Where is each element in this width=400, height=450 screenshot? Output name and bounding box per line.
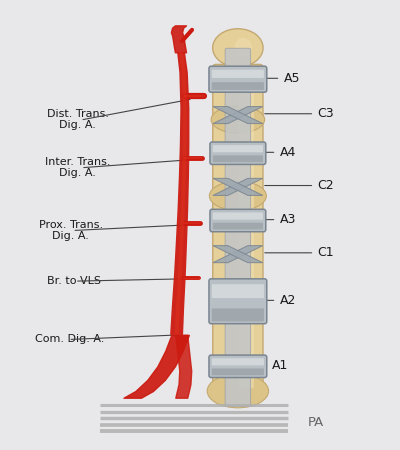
Text: Inter. Trans.
Dig. A.: Inter. Trans. Dig. A. — [44, 157, 110, 178]
Text: A3: A3 — [280, 213, 296, 226]
Text: A4: A4 — [280, 146, 296, 159]
Ellipse shape — [207, 374, 268, 408]
Ellipse shape — [211, 106, 265, 133]
Polygon shape — [213, 246, 263, 263]
FancyBboxPatch shape — [225, 48, 251, 406]
Polygon shape — [213, 178, 263, 195]
FancyBboxPatch shape — [212, 369, 264, 375]
Text: C3: C3 — [318, 107, 334, 120]
Text: Dist. Trans.
Dig. A.: Dist. Trans. Dig. A. — [46, 109, 108, 130]
Text: C2: C2 — [318, 179, 334, 192]
FancyBboxPatch shape — [210, 142, 266, 164]
FancyBboxPatch shape — [210, 209, 266, 232]
Polygon shape — [213, 107, 263, 124]
FancyBboxPatch shape — [209, 355, 267, 378]
FancyBboxPatch shape — [212, 358, 264, 365]
FancyBboxPatch shape — [212, 308, 264, 321]
FancyBboxPatch shape — [212, 82, 264, 90]
Text: C1: C1 — [318, 246, 334, 259]
FancyBboxPatch shape — [213, 64, 263, 399]
FancyBboxPatch shape — [212, 284, 264, 298]
Text: Br. to VLS: Br. to VLS — [46, 276, 100, 286]
Polygon shape — [213, 246, 263, 263]
Ellipse shape — [234, 38, 252, 58]
FancyBboxPatch shape — [213, 223, 263, 230]
FancyBboxPatch shape — [213, 212, 263, 220]
Polygon shape — [174, 52, 187, 335]
FancyBboxPatch shape — [238, 80, 254, 388]
Text: Com. Dig. A.: Com. Dig. A. — [34, 334, 104, 344]
FancyBboxPatch shape — [213, 155, 263, 162]
Ellipse shape — [209, 181, 266, 211]
FancyBboxPatch shape — [212, 70, 264, 78]
Text: PA: PA — [308, 416, 324, 429]
Text: Prox. Trans.
Dig. A.: Prox. Trans. Dig. A. — [38, 220, 103, 241]
Text: A2: A2 — [280, 294, 296, 307]
Polygon shape — [170, 52, 190, 335]
FancyBboxPatch shape — [209, 279, 267, 324]
Ellipse shape — [213, 29, 263, 67]
Polygon shape — [213, 178, 263, 195]
FancyBboxPatch shape — [213, 145, 263, 152]
Text: A1: A1 — [272, 359, 288, 372]
FancyBboxPatch shape — [209, 66, 267, 92]
Polygon shape — [213, 107, 263, 124]
Text: A5: A5 — [284, 72, 300, 85]
